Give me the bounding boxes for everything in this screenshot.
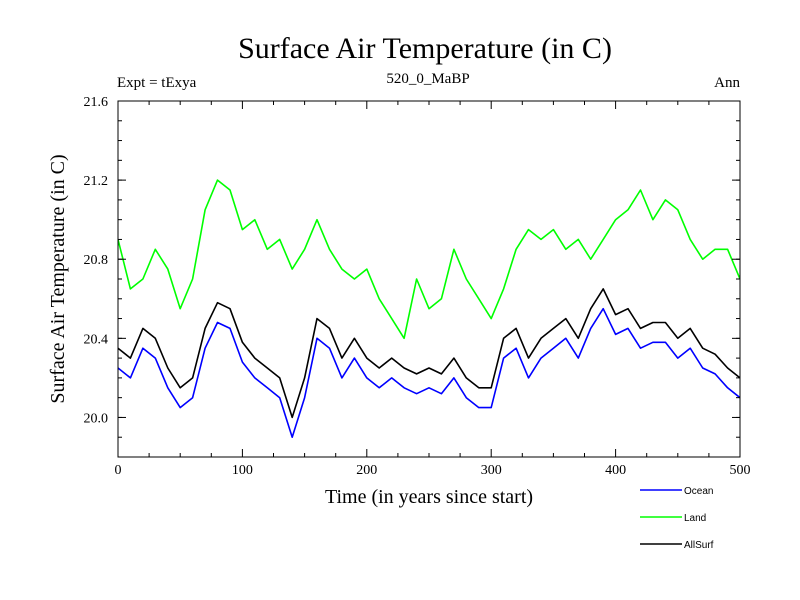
x-tick-label: 100 <box>232 463 253 478</box>
x-axis-label: Time (in years since start) <box>325 486 533 508</box>
legend-label-ocean: Ocean <box>684 486 713 497</box>
y-tick-label: 20.4 <box>84 332 109 347</box>
x-tick-label: 400 <box>605 463 626 478</box>
y-axis-label: Surface Air Temperature (in C) <box>47 154 69 403</box>
series-line-allsurf <box>118 288 740 419</box>
legend-label-land: Land <box>684 513 706 524</box>
y-tick-label: 21.6 <box>84 95 109 110</box>
subtitle-center: 520_0_MaBP <box>386 71 469 87</box>
series-line-land <box>118 179 740 340</box>
subtitle-left: Expt = tExya <box>117 75 197 91</box>
x-tick-label: 300 <box>481 463 502 478</box>
x-tick-label: 500 <box>730 463 751 478</box>
y-tick-label: 20.0 <box>84 411 109 426</box>
legend-label-allsurf: AllSurf <box>684 540 714 551</box>
series-line-ocean <box>118 307 740 439</box>
chart-title: Surface Air Temperature (in C) <box>238 32 612 65</box>
x-tick-label: 200 <box>356 463 377 478</box>
y-tick-label: 21.2 <box>84 174 109 189</box>
plot-frame <box>117 100 741 458</box>
subtitle-right: Ann <box>714 75 740 91</box>
x-tick-label: 0 <box>115 463 122 478</box>
y-tick-label: 20.8 <box>84 253 109 268</box>
